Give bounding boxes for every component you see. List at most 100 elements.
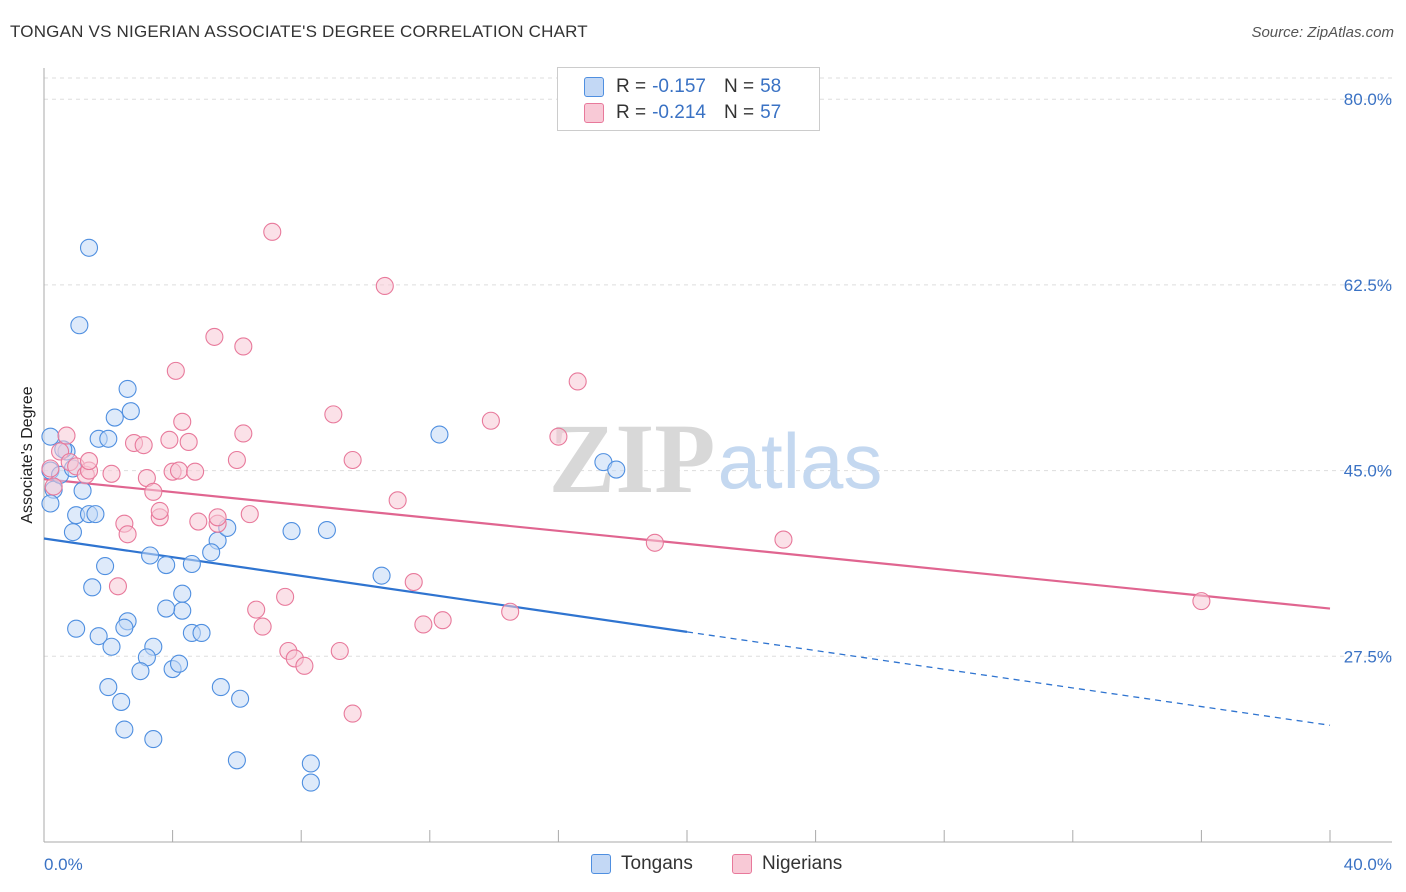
y-tick-label: 27.5% [1344, 647, 1392, 666]
nigerian-swatch [732, 854, 752, 874]
tongan-point [144, 730, 163, 749]
tongan-point [70, 316, 89, 335]
nigerian-point [79, 452, 99, 471]
tongan-point [157, 599, 176, 618]
nigerian-swatch [584, 103, 604, 123]
nigerian-point [253, 617, 272, 636]
tongan-point [67, 619, 86, 638]
nigerian-point [501, 602, 520, 621]
bottom-legend-nigerians: Nigerians [732, 852, 842, 876]
tongan-point [41, 427, 60, 446]
legend-n-label: N = [723, 102, 755, 123]
nigerian-point [57, 426, 76, 445]
legend-label-tongans: Tongans [621, 853, 693, 874]
nigerian-point [108, 577, 127, 596]
nigerian-point [41, 459, 60, 478]
tongan-point [282, 522, 301, 541]
nigerian-point [150, 501, 169, 520]
tongan-point [317, 520, 336, 540]
nigerian-trend-line [43, 478, 1331, 610]
nigerian-point [234, 337, 253, 356]
axes [43, 68, 1392, 843]
tongan-point [63, 523, 82, 542]
tongan-point [173, 584, 192, 603]
tongan-point [607, 460, 626, 479]
nigerian-point [205, 327, 224, 346]
nigerian-point [263, 222, 282, 241]
nigerian-point [343, 450, 362, 470]
tongan-point [112, 692, 131, 711]
nigerian-point [118, 525, 137, 544]
nigerian-point [433, 611, 452, 630]
tongan-point [79, 238, 99, 257]
nigerian-point [568, 372, 587, 391]
watermark-zip: ZIP [549, 403, 716, 514]
nigerian-point [160, 430, 179, 449]
chart-source: Source: ZipAtlas.com [1251, 24, 1394, 41]
y-tick-label: 45.0% [1344, 462, 1392, 481]
tongan-point [227, 751, 246, 770]
tongan-point [73, 481, 92, 500]
nigerian-point [102, 464, 121, 483]
nigerian-point [375, 276, 394, 296]
nigerian-point [645, 533, 664, 552]
tongan-point [157, 555, 176, 575]
nigerian-point [186, 462, 205, 481]
nigerian-point [134, 436, 153, 455]
legend-n-value: 58 [760, 76, 782, 97]
tongan-point [99, 678, 118, 697]
nigerian-point [144, 482, 163, 501]
tongan-point [121, 402, 140, 421]
tongan-point [115, 618, 134, 637]
y-tick-label: 80.0% [1344, 90, 1392, 109]
nigerian-point [324, 405, 343, 424]
tongan-point [202, 543, 221, 562]
nigerian-point [247, 600, 266, 619]
tongan-point [99, 429, 118, 448]
tongan-point [211, 678, 230, 697]
trend-lines [43, 478, 1331, 726]
tongan-swatch [584, 77, 604, 97]
tongan-point [372, 566, 391, 585]
gridlines [44, 77, 1392, 657]
tongan-trend-extension [686, 631, 1331, 726]
watermark-atlas: atlas [718, 417, 883, 505]
nigerian-point [179, 432, 198, 452]
legend-r-label: R = [616, 102, 647, 123]
nigerian-point [404, 572, 423, 592]
legend-label-nigerians: Nigerians [762, 853, 843, 874]
data-points [41, 222, 1211, 792]
tongan-trend-line [43, 537, 688, 633]
nigerian-point [234, 424, 253, 443]
legend-row-nigerian: R = -0.214 N = 57 [584, 101, 781, 125]
nigerian-point [295, 656, 314, 675]
nigerian-point [173, 412, 192, 431]
tongan-point [301, 773, 320, 792]
legend-n-label: N = [723, 76, 755, 97]
tongan-point [86, 505, 105, 524]
tongan-point [96, 557, 115, 576]
nigerian-point [227, 450, 246, 470]
tongan-point [105, 408, 124, 427]
tongan-point [231, 689, 250, 708]
tongan-point [115, 720, 134, 739]
nigerian-point [414, 615, 433, 634]
stats-legend: R = -0.157 N = 58 R = -0.214 N = 57 [557, 67, 820, 131]
nigerian-point [189, 512, 208, 531]
nigerian-point [549, 427, 568, 446]
tick-labels: 80.0% 62.5% 45.0% 27.5% 0.0% 40.0% [44, 90, 1392, 874]
legend-r-value: -0.157 [652, 76, 706, 97]
chart-title: TONGAN VS NIGERIAN ASSOCIATE'S DEGREE CO… [10, 22, 588, 41]
tongan-point [430, 425, 449, 444]
tongan-point [141, 546, 160, 565]
nigerian-point [276, 587, 295, 606]
watermark: ZIP atlas [549, 403, 883, 514]
legend-r-label: R = [616, 76, 647, 97]
tongan-point [83, 578, 102, 597]
tongan-point [102, 637, 121, 656]
nigerian-point [330, 641, 349, 661]
tongan-point [182, 554, 201, 574]
tongan-point [41, 494, 60, 513]
tongan-point [169, 654, 189, 673]
